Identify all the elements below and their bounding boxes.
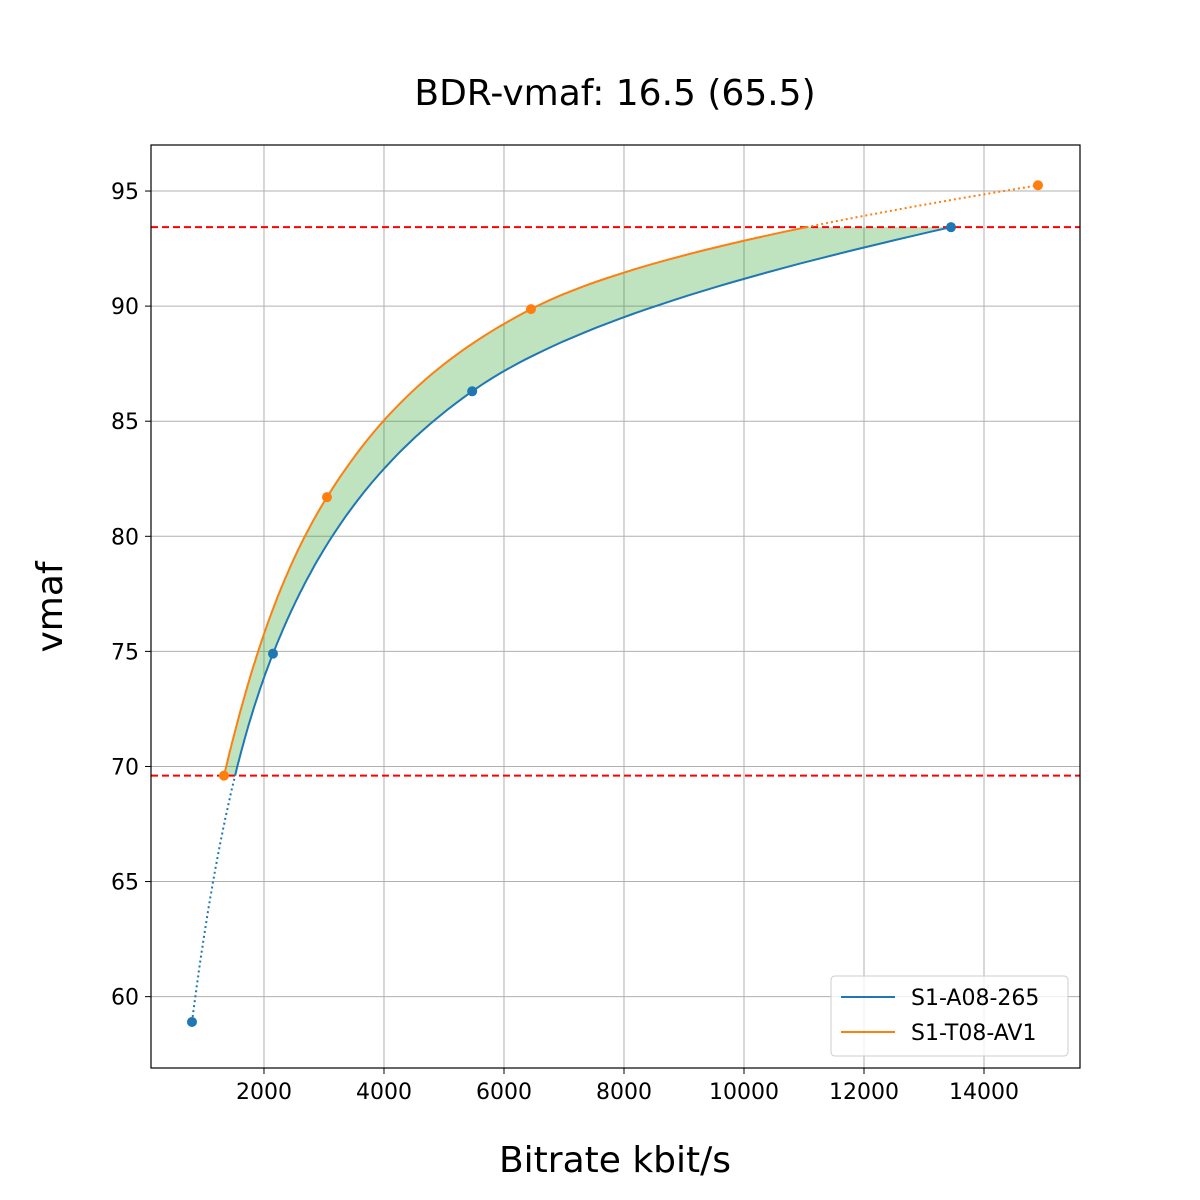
- data-point: [186, 1016, 197, 1027]
- chart-title: BDR-vmaf: 16.5 (65.5): [414, 73, 815, 114]
- series-extrapolation-0: [191, 775, 237, 1023]
- data-point: [467, 386, 478, 397]
- series-line-1: [223, 226, 807, 776]
- y-tick-label: 90: [111, 295, 139, 320]
- x-tick-label: 2000: [236, 1080, 292, 1105]
- y-tick-label: 70: [111, 755, 139, 780]
- x-tick-label: 10000: [709, 1080, 779, 1105]
- data-point: [267, 648, 278, 659]
- y-tick-label: 85: [111, 410, 139, 435]
- legend: S1-A08-265 S1-T08-AV1: [830, 975, 1069, 1057]
- x-axis-label: Bitrate kbit/s: [499, 1140, 731, 1181]
- series-extrapolation-1: [806, 184, 1039, 229]
- x-tick-label: 4000: [356, 1080, 412, 1105]
- y-tick-label: 60: [111, 986, 139, 1011]
- x-tick-label: 8000: [596, 1080, 652, 1105]
- x-tick-label: 6000: [476, 1080, 532, 1105]
- data-point: [1032, 180, 1043, 191]
- data-point: [218, 770, 229, 781]
- y-tick-label: 95: [111, 180, 139, 205]
- y-tick-label: 65: [111, 871, 139, 896]
- y-axis-label: vmaf: [30, 560, 71, 652]
- data-point: [525, 304, 536, 315]
- legend-label-1: S1-T08-AV1: [911, 1021, 1036, 1046]
- y-tick-label: 75: [111, 640, 139, 665]
- x-tick-label: 12000: [829, 1080, 899, 1105]
- data-point: [321, 492, 332, 503]
- bdr-fill-area: [223, 227, 951, 776]
- legend-label-0: S1-A08-265: [911, 986, 1039, 1011]
- x-tick-label: 14000: [949, 1080, 1019, 1105]
- plot-frame: [150, 144, 1081, 1069]
- y-tick-label: 80: [111, 525, 139, 550]
- data-point: [945, 222, 956, 233]
- series-line-0: [234, 226, 952, 776]
